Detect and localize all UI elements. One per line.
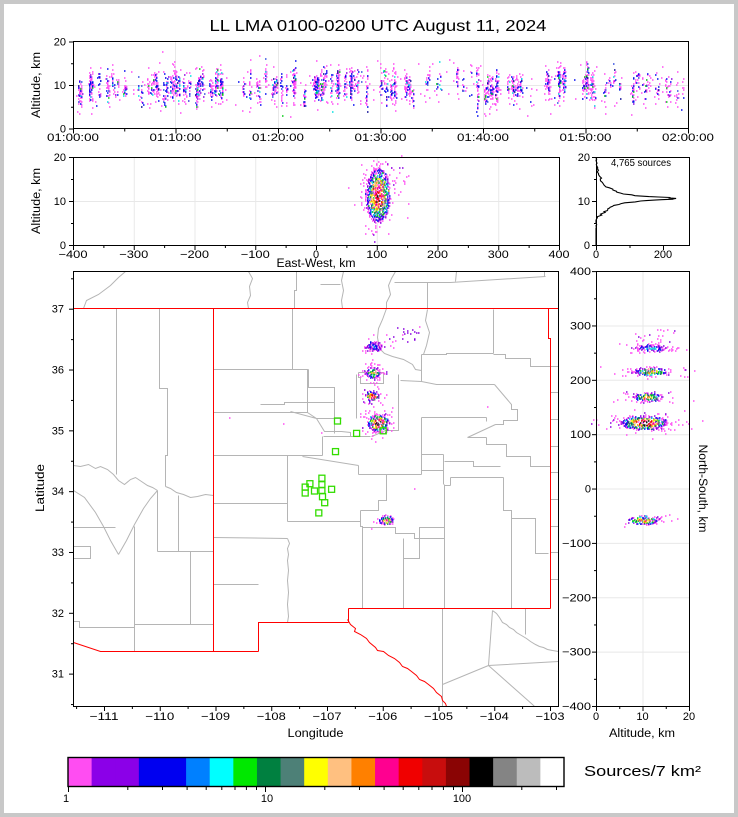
svg-text:−103: −103 bbox=[536, 711, 565, 723]
svg-text:01:40:00: 01:40:00 bbox=[457, 132, 509, 144]
svg-text:33: 33 bbox=[52, 547, 64, 559]
svg-text:0: 0 bbox=[593, 711, 599, 723]
svg-text:01:10:00: 01:10:00 bbox=[150, 132, 202, 144]
svg-text:−100: −100 bbox=[562, 538, 591, 550]
svg-text:36: 36 bbox=[52, 365, 64, 377]
svg-text:−300: −300 bbox=[119, 249, 148, 261]
svg-text:35: 35 bbox=[52, 425, 64, 437]
svg-text:−200: −200 bbox=[562, 592, 591, 604]
svg-text:400: 400 bbox=[570, 266, 591, 278]
svg-text:10: 10 bbox=[54, 196, 66, 208]
svg-text:10: 10 bbox=[54, 80, 66, 92]
svg-text:01:00:00: 01:00:00 bbox=[47, 132, 99, 144]
svg-text:Altitude, km: Altitude, km bbox=[31, 168, 43, 234]
svg-text:East-West, km: East-West, km bbox=[277, 258, 356, 270]
svg-text:34: 34 bbox=[52, 486, 64, 498]
svg-text:−400: −400 bbox=[59, 249, 88, 261]
svg-text:300: 300 bbox=[570, 320, 591, 332]
svg-text:Altitude, km: Altitude, km bbox=[609, 728, 675, 740]
svg-text:Sources/7 km²: Sources/7 km² bbox=[584, 764, 701, 780]
svg-text:0: 0 bbox=[584, 240, 590, 252]
svg-text:01:30:00: 01:30:00 bbox=[355, 132, 407, 144]
svg-text:32: 32 bbox=[52, 608, 64, 620]
svg-text:300: 300 bbox=[488, 249, 509, 261]
svg-text:37: 37 bbox=[52, 304, 64, 316]
svg-text:0: 0 bbox=[60, 240, 66, 252]
svg-text:01:50:00: 01:50:00 bbox=[560, 132, 612, 144]
svg-text:4,765 sources: 4,765 sources bbox=[611, 157, 671, 169]
svg-text:−104: −104 bbox=[480, 711, 509, 723]
svg-text:−300: −300 bbox=[562, 647, 591, 659]
svg-text:−110: −110 bbox=[145, 711, 174, 723]
svg-text:−109: −109 bbox=[201, 711, 230, 723]
svg-text:20: 20 bbox=[54, 152, 66, 164]
svg-text:200: 200 bbox=[654, 249, 672, 261]
svg-text:20: 20 bbox=[683, 711, 695, 723]
svg-text:North-South, km: North-South, km bbox=[696, 445, 708, 533]
svg-text:10: 10 bbox=[636, 711, 648, 723]
svg-text:01:20:00: 01:20:00 bbox=[252, 132, 304, 144]
svg-text:31: 31 bbox=[52, 669, 64, 681]
svg-text:200: 200 bbox=[427, 249, 448, 261]
svg-text:−105: −105 bbox=[424, 711, 453, 723]
svg-text:−400: −400 bbox=[562, 701, 591, 713]
svg-text:0: 0 bbox=[60, 124, 66, 136]
svg-text:−107: −107 bbox=[313, 711, 342, 723]
svg-text:−200: −200 bbox=[180, 249, 209, 261]
svg-text:400: 400 bbox=[549, 249, 570, 261]
svg-text:100: 100 bbox=[366, 249, 387, 261]
svg-text:20: 20 bbox=[578, 152, 590, 164]
svg-text:200: 200 bbox=[570, 375, 591, 387]
svg-text:100: 100 bbox=[453, 793, 471, 805]
svg-text:−100: −100 bbox=[241, 249, 270, 261]
svg-text:0: 0 bbox=[593, 249, 599, 261]
svg-text:20: 20 bbox=[54, 37, 66, 49]
svg-text:LL LMA 0100-0200 UTC August 11: LL LMA 0100-0200 UTC August 11, 2024 bbox=[210, 18, 547, 35]
svg-text:10: 10 bbox=[261, 793, 273, 805]
svg-text:Latitude: Latitude bbox=[35, 464, 47, 512]
svg-text:10: 10 bbox=[578, 196, 590, 208]
svg-text:−111: −111 bbox=[90, 711, 119, 723]
svg-text:−108: −108 bbox=[257, 711, 286, 723]
svg-text:Altitude, km: Altitude, km bbox=[31, 52, 43, 118]
svg-text:1: 1 bbox=[63, 793, 69, 805]
svg-text:0: 0 bbox=[585, 484, 591, 496]
svg-text:Longitude: Longitude bbox=[288, 728, 344, 740]
svg-text:−106: −106 bbox=[368, 711, 397, 723]
svg-text:02:00:00: 02:00:00 bbox=[662, 132, 714, 144]
svg-text:0: 0 bbox=[313, 249, 319, 261]
svg-text:100: 100 bbox=[570, 429, 591, 441]
